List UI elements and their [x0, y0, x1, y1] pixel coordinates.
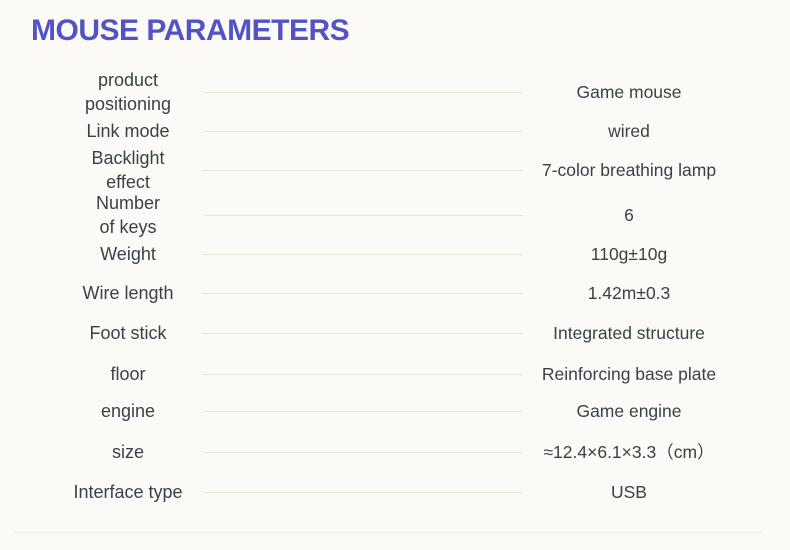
- row-divider-line: [203, 333, 523, 334]
- row-divider-line: [203, 215, 523, 216]
- spec-label: Weight: [100, 244, 156, 264]
- spec-label: Interface type: [73, 482, 183, 502]
- spec-value: USB: [611, 482, 647, 502]
- spec-row: product positioning Game mouse: [0, 70, 790, 114]
- spec-row: Number of keys 6: [0, 193, 790, 237]
- spec-label: Wire length: [82, 283, 174, 303]
- spec-row: Wire length 1.42m±0.3: [0, 273, 790, 313]
- row-divider-line: [203, 131, 523, 132]
- spec-value: 6: [624, 205, 634, 225]
- spec-label: Link mode: [86, 121, 170, 141]
- spec-row: Weight 110g±10g: [0, 234, 790, 274]
- spec-value: ≈12.4×6.1×3.3（cm）: [543, 442, 715, 462]
- spec-row: floor Reinforcing base plate: [0, 354, 790, 394]
- row-divider-line: [203, 492, 523, 493]
- page-title: MOUSE PARAMETERS: [31, 14, 350, 47]
- row-divider-line: [203, 170, 523, 171]
- row-divider-line: [203, 411, 523, 412]
- spec-row: Interface type USB: [0, 472, 790, 512]
- row-divider-line: [203, 293, 523, 294]
- spec-row: engine Game engine: [0, 391, 790, 431]
- row-divider-line: [203, 254, 523, 255]
- spec-value: Game mouse: [576, 82, 682, 102]
- spec-value: 1.42m±0.3: [587, 283, 671, 303]
- spec-value: wired: [608, 121, 650, 141]
- spec-row: Link mode wired: [0, 111, 790, 151]
- spec-value: 7-color breathing lamp: [541, 160, 717, 180]
- row-divider-line: [203, 92, 523, 93]
- row-divider-line: [203, 374, 523, 375]
- spec-row: size ≈12.4×6.1×3.3（cm）: [0, 432, 790, 472]
- spec-label: product positioning: [84, 70, 172, 114]
- spec-label: Number of keys: [95, 193, 161, 237]
- spec-row: Foot stick Integrated structure: [0, 313, 790, 353]
- spec-row: Backlight effect 7-color breathing lamp: [0, 148, 790, 192]
- bottom-edge-divider: [14, 532, 762, 533]
- spec-value: Reinforcing base plate: [541, 364, 717, 384]
- spec-label: size: [111, 442, 144, 462]
- spec-value: 110g±10g: [590, 244, 668, 264]
- spec-label: Backlight effect: [91, 148, 165, 192]
- row-divider-line: [203, 452, 523, 453]
- spec-label: Foot stick: [89, 323, 167, 343]
- spec-value: Integrated structure: [553, 323, 705, 343]
- spec-label: engine: [100, 401, 156, 421]
- spec-label: floor: [110, 364, 146, 384]
- spec-value: Game engine: [576, 401, 682, 421]
